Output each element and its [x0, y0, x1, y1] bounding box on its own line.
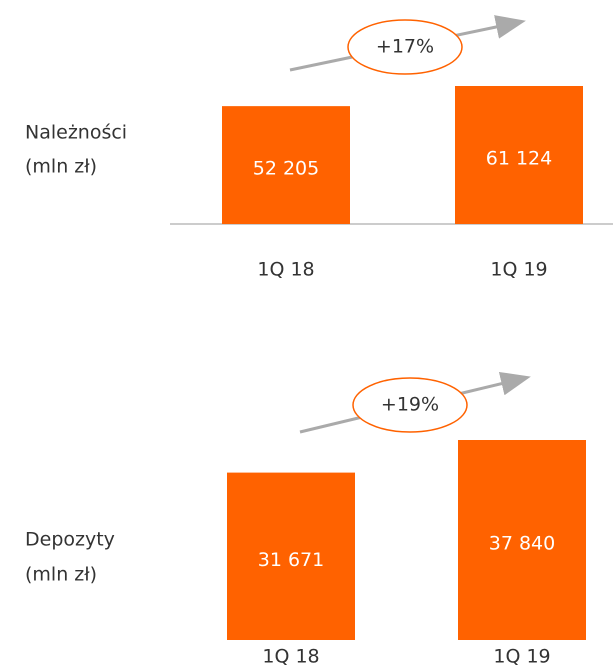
value-label: 31 671 [258, 549, 324, 571]
x-tick-label: 1Q 18 [262, 646, 319, 668]
y-label: (mln zł) [25, 564, 97, 586]
bar [455, 86, 583, 224]
y-label: (mln zł) [25, 156, 97, 178]
bar [227, 472, 355, 640]
y-label: Depozyty [25, 529, 115, 551]
y-label: Należności [25, 122, 127, 144]
bar [222, 106, 350, 224]
value-label: 37 840 [489, 533, 555, 555]
x-tick-label: 1Q 18 [257, 259, 314, 281]
annotation-bubble [352, 377, 468, 433]
annotation-bubble [347, 19, 463, 75]
value-label: 61 124 [486, 148, 552, 170]
value-label: 52 205 [253, 158, 319, 180]
annotation: +17% [376, 36, 434, 58]
bar [458, 440, 586, 640]
annotation: +19% [381, 394, 439, 416]
x-tick-label: 1Q 19 [493, 646, 550, 668]
x-tick-label: 1Q 19 [490, 259, 547, 281]
